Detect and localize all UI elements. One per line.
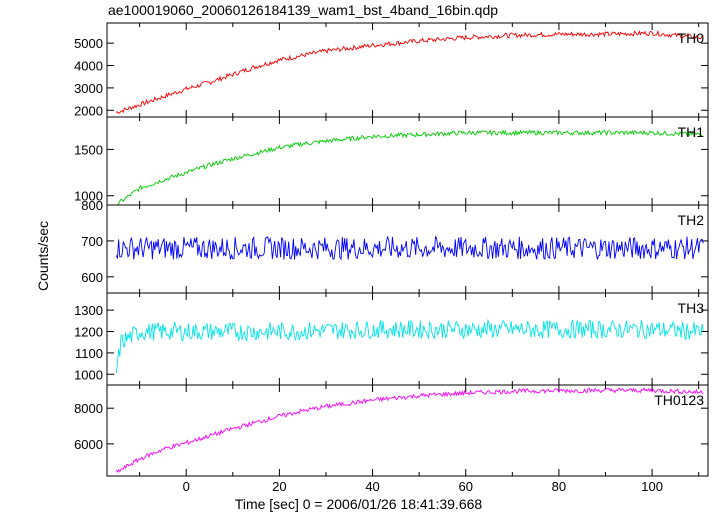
panel-th3: 1000 1100 1200 1300 TH3 — [74, 292, 709, 386]
y-tick-label: 4000 — [74, 59, 103, 74]
x-tick-label: 40 — [365, 479, 379, 494]
y-tick-label: 600 — [81, 270, 103, 285]
y-tick-label: 5000 — [74, 36, 103, 51]
panel-th0: 2000 3000 4000 5000 TH0 — [74, 22, 709, 118]
x-tick-label: 100 — [641, 479, 663, 494]
y-axis-label: Counts/sec — [35, 220, 51, 292]
y-tick-label: 8000 — [74, 401, 103, 416]
chart-title: ae100019060_20060126184139_wam1_bst_4ban… — [108, 2, 499, 18]
y-tick-label: 2000 — [74, 103, 103, 118]
y-tick-label: 1100 — [75, 346, 103, 361]
x-tick-label: 0 — [183, 479, 190, 494]
x-tick-label: 20 — [272, 479, 286, 494]
y-tick-label: 700 — [81, 234, 103, 249]
y-tick-label: 3000 — [74, 81, 103, 96]
panel-th2: 600 700 800 TH2 — [81, 198, 709, 294]
panel-frame — [106, 116, 709, 206]
x-axis-label: Time [sec] 0 = 2006/01/26 18:41:39.668 — [234, 496, 483, 512]
series-th1 — [116, 129, 704, 206]
panel-label: TH0 — [678, 30, 705, 46]
y-tick-label: 1000 — [74, 367, 103, 382]
y-tick-label: 1000 — [74, 189, 103, 204]
x-tick-label: 80 — [552, 479, 566, 494]
y-tick-label: 800 — [81, 198, 103, 213]
series-th0 — [116, 29, 704, 115]
y-tick-label: 6000 — [74, 437, 103, 452]
panel-label: TH1 — [678, 124, 705, 140]
y-tick-label: 1500 — [74, 142, 103, 157]
panel-th1: 1000 1500 TH1 — [74, 116, 709, 206]
panel-th0123: 6000 8000 TH0123 — [74, 384, 709, 477]
panel-label: TH2 — [678, 212, 705, 228]
series-th0123 — [115, 387, 704, 474]
series-th3 — [115, 318, 704, 374]
panel-label: TH0123 — [654, 392, 704, 408]
series-th2 — [115, 235, 704, 261]
y-tick-label: 1300 — [74, 303, 103, 318]
panel-frame — [106, 292, 709, 386]
panel-frame — [106, 22, 709, 118]
panel-frame — [106, 384, 709, 477]
panel-label: TH3 — [678, 300, 705, 316]
y-tick-label: 1200 — [74, 325, 103, 340]
x-tick-label: 60 — [459, 479, 473, 494]
